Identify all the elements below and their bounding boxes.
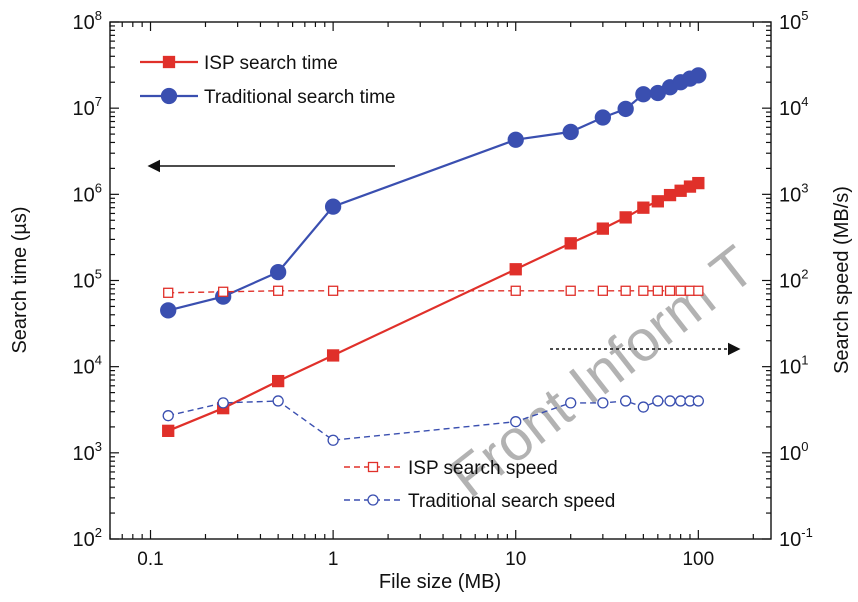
- left-y-tick-label: 103: [73, 439, 102, 465]
- data-point: [160, 302, 177, 319]
- data-point: [597, 397, 609, 409]
- data-point: [326, 349, 340, 362]
- data-point: [271, 374, 285, 388]
- data-point: [620, 285, 631, 296]
- data-point: [269, 263, 287, 281]
- data-point: [690, 67, 707, 84]
- data-point: [663, 188, 677, 202]
- series-traditional-search-time: [160, 67, 707, 319]
- right-y-tick-label: 10-1: [779, 525, 813, 551]
- right-y-tick-label: 100: [779, 439, 808, 465]
- left-y-tick-label: 102: [73, 525, 102, 551]
- data-point: [664, 285, 676, 296]
- legend-label: Traditional search speed: [408, 491, 615, 512]
- legend-bottom-entry: Traditional search speed: [344, 491, 615, 512]
- data-point: [664, 395, 676, 407]
- tick-labels: 0.1 1 10 100 102 103 104 105 106 107 108 10-1 100 101…: [73, 8, 813, 570]
- data-point: [594, 109, 612, 126]
- data-point: [637, 401, 650, 413]
- data-point: [162, 424, 175, 437]
- data-point: [324, 198, 342, 215]
- x-tick-label: 10: [505, 549, 526, 570]
- legend-bottom-entry: ISP search speed: [344, 458, 558, 479]
- series-line: [168, 400, 699, 441]
- data-point: [510, 416, 522, 428]
- legend-top-entry: Traditional search time: [140, 87, 395, 108]
- data-point: [693, 285, 704, 296]
- data-point: [652, 395, 664, 407]
- left-y-tick-label: 105: [73, 267, 102, 293]
- data-point: [510, 285, 521, 296]
- data-point: [619, 211, 632, 224]
- legend-marker: [367, 461, 379, 473]
- data-point: [652, 285, 663, 296]
- right-y-tick-label: 104: [779, 94, 808, 120]
- x-tick-label: 1: [328, 549, 339, 570]
- data-point: [217, 397, 229, 409]
- data-point: [692, 176, 705, 190]
- legends: ISP search time Traditional search time IS…: [140, 53, 615, 512]
- data-point: [507, 131, 524, 148]
- right-y-tick-label: 101: [779, 353, 808, 379]
- axis-ticks: [109, 21, 771, 540]
- data-point: [562, 123, 579, 141]
- legend-marker: [162, 55, 176, 69]
- right-y-tick-label: 102: [779, 267, 808, 293]
- data-point: [651, 195, 664, 208]
- data-point: [597, 285, 609, 296]
- data-point: [162, 410, 174, 422]
- data-point: [635, 86, 652, 103]
- data-point: [620, 395, 632, 407]
- data-point: [327, 285, 339, 296]
- legend-top-entry: ISP search time: [140, 53, 338, 74]
- legend-label: Traditional search time: [204, 87, 395, 108]
- left-y-tick-label: 106: [73, 180, 102, 206]
- legend-marker: [367, 494, 379, 506]
- data-series: [160, 67, 707, 446]
- legend-label: ISP search speed: [408, 458, 558, 479]
- data-point: [675, 285, 686, 296]
- data-point: [637, 201, 650, 214]
- data-point: [692, 395, 704, 407]
- left-y-tick-label: 104: [73, 353, 102, 379]
- data-point: [163, 287, 174, 298]
- data-point: [674, 395, 687, 407]
- series-line: [168, 290, 699, 294]
- left-y-tick-label: 108: [73, 8, 102, 34]
- data-point: [272, 285, 284, 296]
- right-y-axis-label: Search speed (MB/s): [831, 186, 853, 374]
- data-point: [218, 286, 229, 297]
- x-tick-label: 100: [682, 549, 714, 570]
- data-point: [617, 100, 634, 118]
- series-isp-search-speed: [163, 285, 704, 298]
- right-y-tick-label: 103: [779, 180, 808, 206]
- x-axis-label: File size (MB): [379, 571, 501, 593]
- legend-label: ISP search time: [204, 53, 338, 74]
- data-point: [327, 434, 339, 446]
- data-point: [565, 285, 576, 296]
- data-point: [509, 263, 522, 276]
- data-point: [272, 395, 284, 407]
- data-point: [596, 222, 610, 235]
- x-tick-label: 0.1: [137, 549, 163, 570]
- right-y-tick-label: 105: [779, 8, 808, 34]
- series-traditional-search-speed: [162, 395, 704, 446]
- legend-marker: [160, 87, 178, 105]
- left-y-tick-label: 107: [73, 94, 102, 120]
- data-point: [684, 285, 696, 296]
- left-y-axis-label: Search time (µs): [9, 206, 31, 353]
- data-point: [565, 397, 577, 409]
- data-point: [638, 285, 649, 296]
- axis-pointer-arrows: [147, 159, 741, 356]
- data-point: [564, 237, 577, 250]
